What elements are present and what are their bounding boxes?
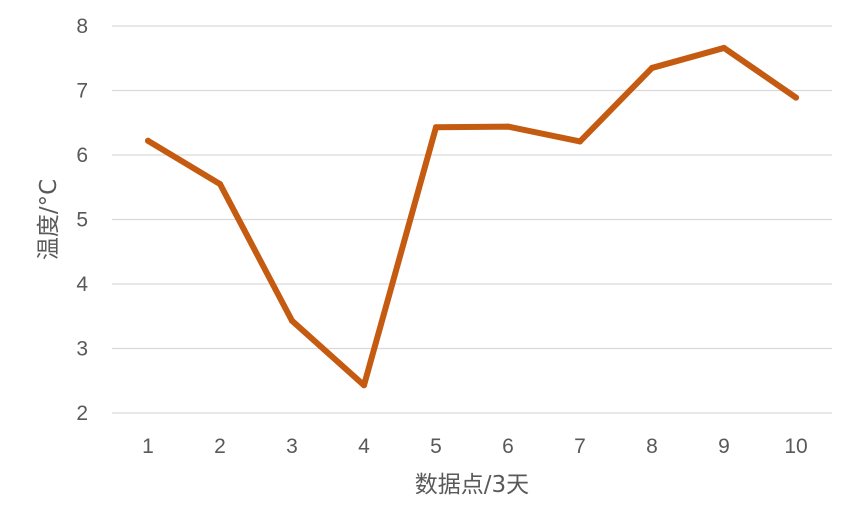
data-point <box>793 94 799 101</box>
data-point <box>721 44 727 51</box>
data-point <box>649 64 655 71</box>
series-layer <box>145 44 799 389</box>
x-tick-label: 2 <box>214 435 226 458</box>
x-tick-label: 9 <box>718 435 730 458</box>
data-point <box>433 124 439 131</box>
y-tick-label: 6 <box>76 144 88 167</box>
x-tick-label: 7 <box>574 435 586 458</box>
y-tick-label: 5 <box>76 209 88 232</box>
y-tick-label: 7 <box>76 80 88 103</box>
gridlines <box>112 25 832 414</box>
x-tick-label: 4 <box>358 435 370 458</box>
x-tick-label: 1 <box>142 435 154 458</box>
y-tick-label: 3 <box>76 338 88 361</box>
data-point <box>145 137 151 144</box>
y-axis-tick-labels: 2 3 4 5 6 7 8 <box>76 15 88 425</box>
x-axis-title: 数据点/3天 <box>415 472 529 498</box>
data-point <box>217 181 223 188</box>
x-tick-label: 3 <box>286 435 298 458</box>
data-point <box>505 123 511 130</box>
x-tick-label: 10 <box>784 435 807 458</box>
series-line-0 <box>145 44 799 389</box>
x-tick-label: 8 <box>646 435 658 458</box>
x-axis-tick-labels: 1 2 3 4 5 6 7 8 9 10 <box>142 435 808 458</box>
data-point <box>361 382 367 389</box>
data-point <box>289 317 295 324</box>
x-tick-label: 6 <box>502 435 514 458</box>
y-tick-label: 2 <box>76 402 88 425</box>
y-tick-label: 8 <box>76 15 88 38</box>
y-axis-title: 温度/°C <box>36 179 62 260</box>
x-tick-label: 5 <box>430 435 442 458</box>
y-tick-label: 4 <box>76 273 88 296</box>
data-point <box>577 138 583 145</box>
